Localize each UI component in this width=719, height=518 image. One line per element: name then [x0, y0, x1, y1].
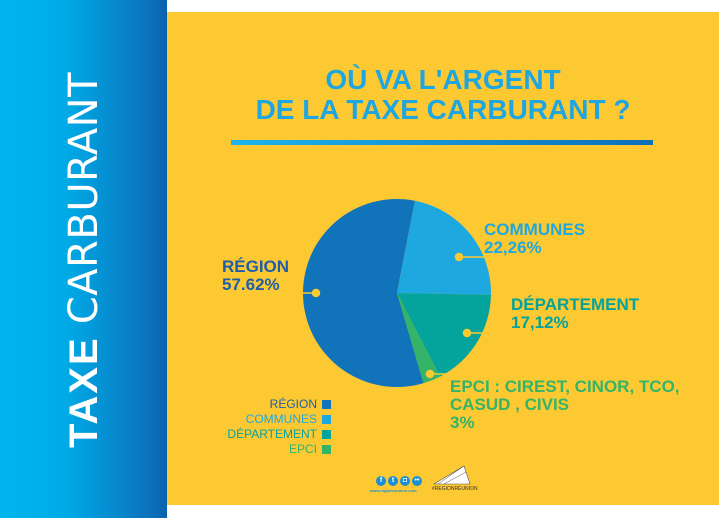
flickr-icon[interactable]: •• [412, 476, 422, 486]
title-line-1: OÙ VA L'ARGENT [325, 64, 561, 95]
legend-swatch [322, 415, 331, 425]
legend-item-epci: EPCI [289, 442, 331, 457]
legend-item-communes: COMMUNES [246, 412, 331, 427]
label-departement: DÉPARTEMENT 17,12% [511, 296, 639, 332]
leader-lines [303, 252, 490, 379]
sidebar-banner: TAXE CARBURANT [0, 0, 167, 518]
legend-label: DÉPARTEMENT [227, 427, 317, 441]
region-marker-dot [311, 288, 321, 298]
label-epci-name: EPCI : CIREST, CINOR, TCO, [450, 377, 680, 396]
pie-slice-departement [397, 293, 491, 377]
legend-label: COMMUNES [245, 412, 317, 426]
label-epci: EPCI : CIREST, CINOR, TCO, CASUD , CIVIS… [450, 378, 680, 432]
label-region: RÉGION 57.62% [222, 258, 289, 294]
facebook-icon[interactable]: f [376, 476, 386, 486]
label-region-name: RÉGION [222, 257, 290, 276]
legend-item-departement: DÉPARTEMENT [227, 427, 331, 442]
legend-swatch [322, 430, 331, 440]
label-epci-value: 3% [450, 413, 475, 432]
legend-swatch [322, 400, 331, 410]
label-departement-name: DÉPARTEMENT [511, 295, 640, 314]
hashtag: #REGIONRÉUNION [432, 486, 478, 492]
website-url[interactable]: www.regionreunion.com [370, 488, 417, 493]
social-icons: f t ◘ •• [376, 476, 422, 486]
legend-swatch [322, 445, 331, 455]
title-divider [231, 140, 653, 145]
label-communes-name: COMMUNES [484, 220, 586, 239]
epci-marker-dot [425, 369, 435, 379]
pie-slice-region [302, 199, 424, 388]
label-departement-value: 17,12% [511, 313, 569, 332]
pie-slice-communes [397, 200, 491, 295]
legend-label: EPCI [288, 442, 317, 456]
instagram-icon[interactable]: ◘ [400, 476, 410, 486]
label-communes-value: 22,26% [484, 238, 542, 257]
label-region-value: 57.62% [222, 275, 280, 294]
legend-label: RÉGION [269, 397, 317, 411]
legend-item-region: RÉGION [270, 397, 331, 412]
pie-slice-epci [397, 293, 441, 384]
label-epci-name-2: CASUD , CIVIS [450, 395, 570, 414]
departement-marker-dot [462, 328, 472, 338]
pie-slices [302, 199, 491, 388]
title-line-2: DE LA TAXE CARBURANT ? [255, 94, 631, 125]
communes-marker-dot [454, 252, 464, 262]
region-logo-icon [432, 465, 471, 485]
twitter-icon[interactable]: t [388, 476, 398, 486]
label-communes: COMMUNES 22,26% [484, 221, 585, 257]
